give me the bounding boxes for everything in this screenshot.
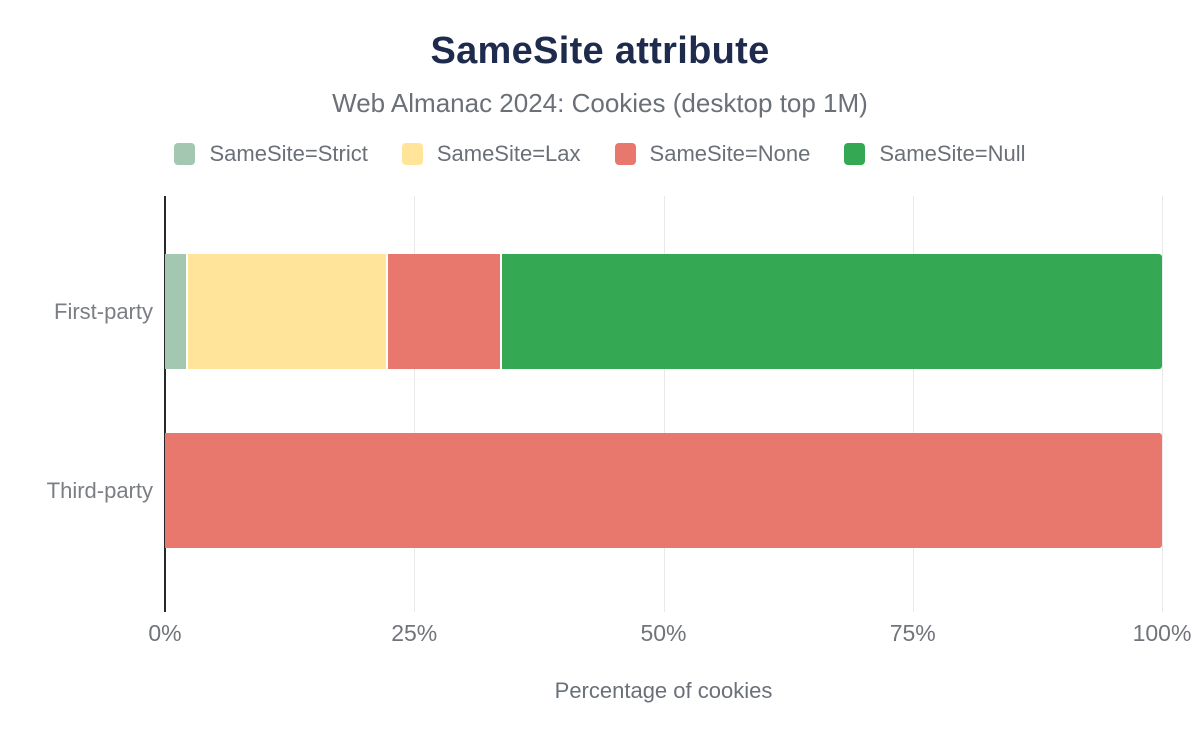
- legend-item: SameSite=None: [614, 141, 811, 167]
- legend-label: SameSite=Lax: [436, 141, 581, 166]
- legend-swatch-icon: [401, 143, 423, 165]
- x-tick-label: 75%: [889, 620, 936, 646]
- bar-segment: [187, 254, 387, 369]
- legend-label: SameSite=Null: [879, 141, 1026, 166]
- y-axis-line: [164, 196, 166, 612]
- bar-segment: [165, 433, 1162, 548]
- legend-item: SameSite=Lax: [401, 141, 581, 167]
- bar-segment: [502, 254, 1162, 369]
- legend-item: SameSite=Strict: [174, 141, 368, 167]
- gridline: [1162, 196, 1163, 612]
- legend-swatch-icon: [614, 143, 636, 165]
- bar-row: [165, 433, 1162, 548]
- legend-label: SameSite=None: [649, 141, 811, 166]
- plot-area: Percentage of cookies 0% 25% 50% 75% 100% Fir…: [47, 196, 1191, 703]
- chart-subtitle: Web Almanac 2024: Cookies (desktop top 1…: [332, 88, 868, 118]
- y-category-label: Third-party: [46, 477, 153, 503]
- x-tick-label: 25%: [391, 620, 438, 646]
- gridline: [912, 196, 914, 612]
- x-tick-label: 100%: [1132, 620, 1192, 646]
- y-category-label: First-party: [54, 298, 153, 324]
- gridline: [663, 196, 665, 612]
- gridline: [414, 196, 416, 612]
- chart-title: SameSite attribute: [430, 30, 770, 72]
- x-tick-label: 50%: [640, 620, 687, 646]
- legend-swatch-icon: [844, 143, 866, 165]
- bar-segment: [165, 254, 186, 369]
- x-axis-title: Percentage of cookies: [554, 678, 773, 703]
- x-tick-label: 0%: [148, 620, 182, 646]
- legend: SameSite=Strict SameSite=Lax SameSite=None…: [0, 141, 1200, 167]
- legend-item: SameSite=Null: [844, 141, 1026, 167]
- legend-swatch-icon: [174, 143, 196, 165]
- bar-segment: [388, 254, 500, 369]
- legend-label: SameSite=Strict: [209, 141, 368, 166]
- bar-row: [165, 254, 1162, 369]
